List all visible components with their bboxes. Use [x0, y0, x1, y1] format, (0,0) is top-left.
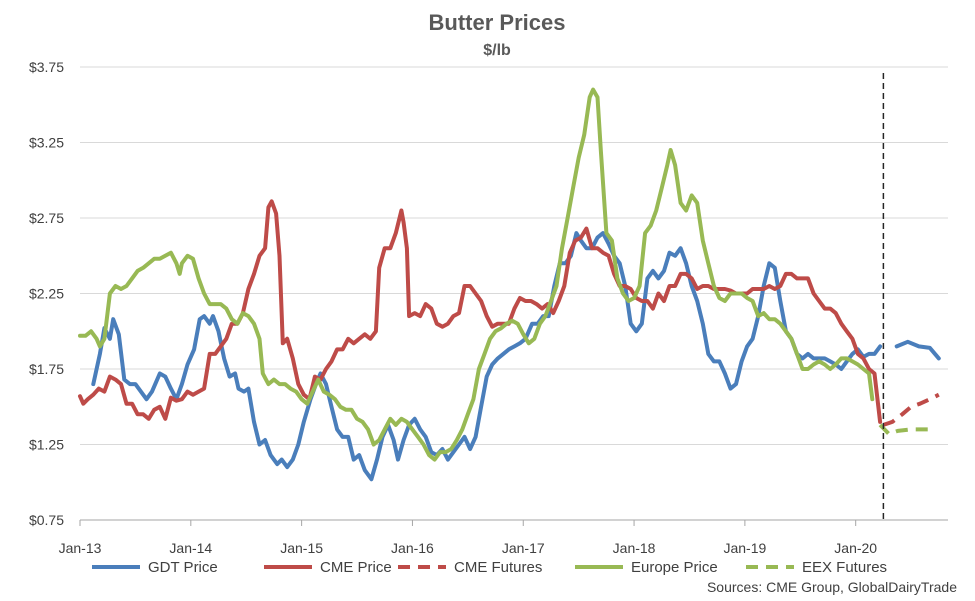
y-axis-tick-labels: $0.75 $1.25 $1.75 $2.25 $2.75 $3.25 $3.75	[29, 59, 64, 528]
x-tick-label: Jan-20	[834, 540, 877, 556]
grid-lines	[79, 66, 948, 526]
y-tick-label: $3.25	[29, 135, 64, 151]
x-tick-label: Jan-16	[391, 540, 434, 556]
series-cme-futures	[882, 392, 940, 427]
series-lines	[78, 87, 941, 482]
series-europe-price	[78, 87, 875, 462]
x-tick-label: Jan-17	[502, 540, 545, 556]
y-tick-label: $0.75	[29, 512, 64, 528]
x-tick-label: Jan-18	[613, 540, 656, 556]
x-tick-label: Jan-13	[59, 540, 102, 556]
chart-subtitle: $/lb	[483, 42, 511, 59]
series-gdt-price-forecast-segment	[894, 339, 941, 361]
y-tick-label: $2.75	[29, 210, 64, 226]
legend-label: Europe Price	[631, 559, 718, 576]
y-tick-label: $2.25	[29, 286, 64, 302]
series-gdt-price	[91, 231, 883, 482]
legend-label: EEX Futures	[802, 559, 887, 576]
series-eex-futures	[878, 423, 936, 436]
x-tick-label: Jan-19	[723, 540, 766, 556]
chart-title: Butter Prices	[429, 10, 566, 35]
legend-label: CME Futures	[454, 559, 542, 576]
y-tick-label: $3.75	[29, 59, 64, 75]
x-tick-label: Jan-14	[169, 540, 212, 556]
source-note: Sources: CME Group, GlobalDairyTrade	[707, 579, 957, 595]
x-tick-label: Jan-15	[280, 540, 323, 556]
x-axis-tick-labels: Jan-13 Jan-14 Jan-15 Jan-16 Jan-17 Jan-18 Jan-…	[59, 540, 878, 556]
y-tick-label: $1.75	[29, 361, 64, 377]
legend-label: GDT Price	[148, 559, 218, 576]
legend: GDT Price CME Price CME Futures Europe Pric…	[92, 559, 887, 576]
y-tick-label: $1.25	[29, 437, 64, 453]
legend-label: CME Price	[320, 559, 392, 576]
